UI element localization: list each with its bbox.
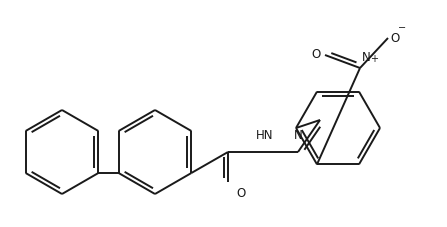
- Text: N: N: [294, 129, 302, 142]
- Text: N: N: [362, 51, 371, 64]
- Text: −: −: [398, 23, 406, 33]
- Text: O: O: [236, 187, 245, 200]
- Text: HN: HN: [256, 129, 274, 142]
- Text: O: O: [312, 49, 321, 62]
- Text: O: O: [390, 32, 399, 44]
- Text: +: +: [370, 54, 378, 64]
